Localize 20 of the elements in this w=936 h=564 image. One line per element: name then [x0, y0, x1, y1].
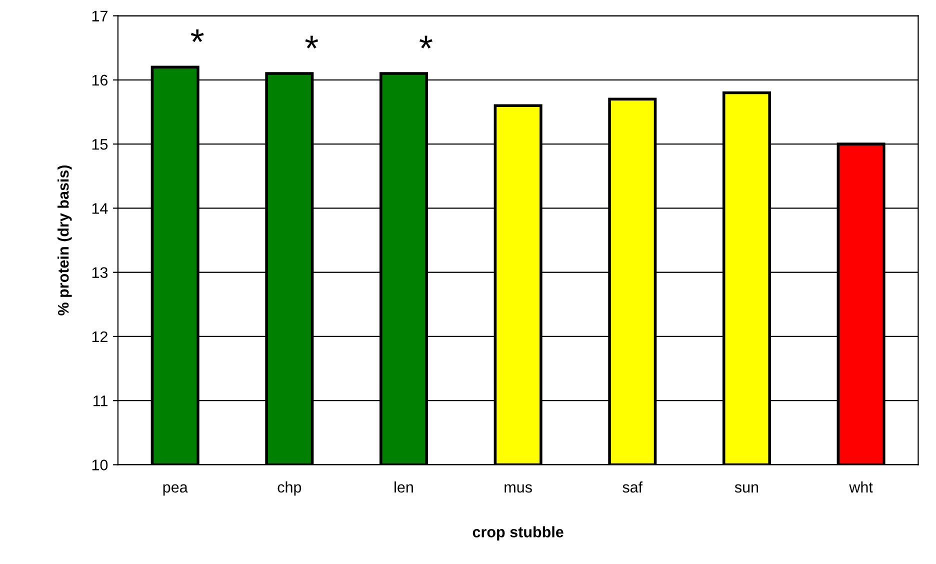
y-tick-label: 17	[92, 10, 108, 22]
y-tick-label: 13	[92, 267, 108, 278]
x-tick-label: chp	[278, 481, 302, 496]
x-tick-label: mus	[504, 484, 532, 493]
annotation: *	[420, 36, 432, 48]
annotation: *	[190, 29, 204, 42]
y-tick-label: 15	[92, 139, 108, 150]
annotation: *	[305, 36, 318, 48]
y-tick-label: 11	[94, 396, 108, 406]
y-tick-label: 16	[92, 74, 108, 86]
x-tick-label: sun	[734, 484, 758, 493]
y-tick-label: 10	[92, 460, 108, 470]
y-tick-label: 14	[92, 203, 108, 214]
x-tick-label: len	[394, 481, 413, 493]
x-axis-title: crop stubble	[472, 526, 564, 540]
y-tick-label: 12	[92, 331, 108, 342]
y-axis-title: % protein (dry basis)	[58, 165, 72, 316]
x-tick-label: pea	[163, 484, 188, 496]
x-tick-label: saf	[622, 481, 643, 493]
x-tick-label: wht	[849, 481, 873, 493]
